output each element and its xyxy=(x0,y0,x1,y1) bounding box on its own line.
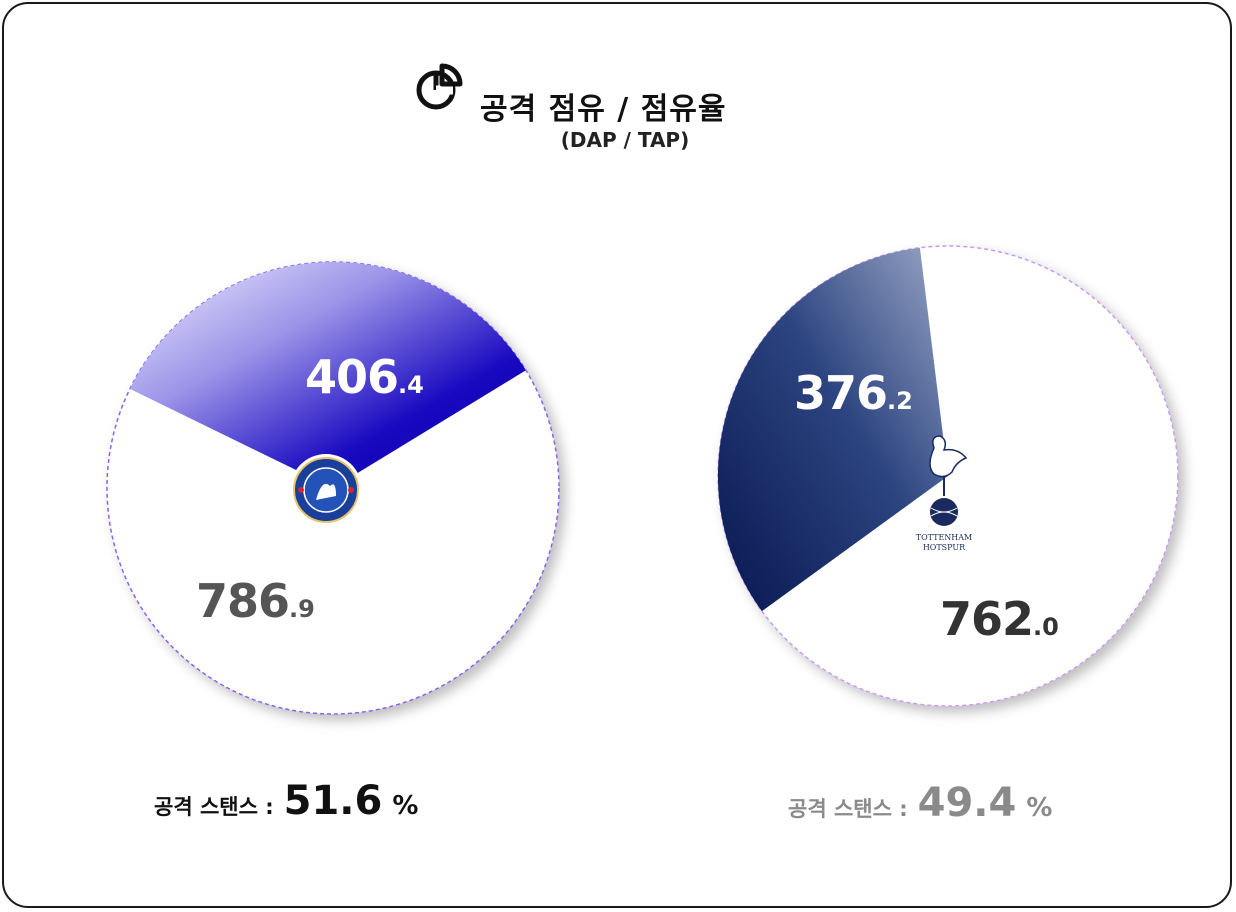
pie-slice-attack xyxy=(717,247,948,612)
pie-chelsea xyxy=(106,261,560,715)
logo-text-line2: HOTSPUR xyxy=(923,543,966,552)
pie-chart-icon xyxy=(416,63,463,110)
tottenham-logo: TOTTENHAM HOTSPUR xyxy=(916,435,973,552)
data-label-tottenham-attack: 376.2 xyxy=(794,366,913,420)
stance-value: 51.6 xyxy=(283,778,383,824)
chelsea-logo xyxy=(290,454,362,526)
chart-subtitle: (DAP / TAP) xyxy=(560,128,690,152)
stance-chelsea: 공격 스탠스 : 51.6% xyxy=(154,778,418,824)
chart-title: 공격 점유 / 점유율 xyxy=(480,92,727,127)
pie-tottenham: TOTTENHAM HOTSPUR xyxy=(717,245,1179,707)
data-label-chelsea-rest: 786.9 xyxy=(196,574,315,628)
data-label-tottenham-rest: 762.0 xyxy=(940,592,1059,646)
pie-slice-attack xyxy=(129,262,526,488)
stance-tottenham: 공격 스탠스 : 49.4% xyxy=(788,780,1052,826)
data-label-chelsea-attack: 406.4 xyxy=(305,350,424,404)
stance-label: 공격 스탠스 : xyxy=(154,795,274,819)
stance-label: 공격 스탠스 : xyxy=(788,797,908,821)
stance-unit: % xyxy=(1026,793,1053,823)
stance-value: 49.4 xyxy=(917,780,1017,826)
logo-text-line1: TOTTENHAM xyxy=(916,533,973,542)
stance-unit: % xyxy=(392,791,419,821)
